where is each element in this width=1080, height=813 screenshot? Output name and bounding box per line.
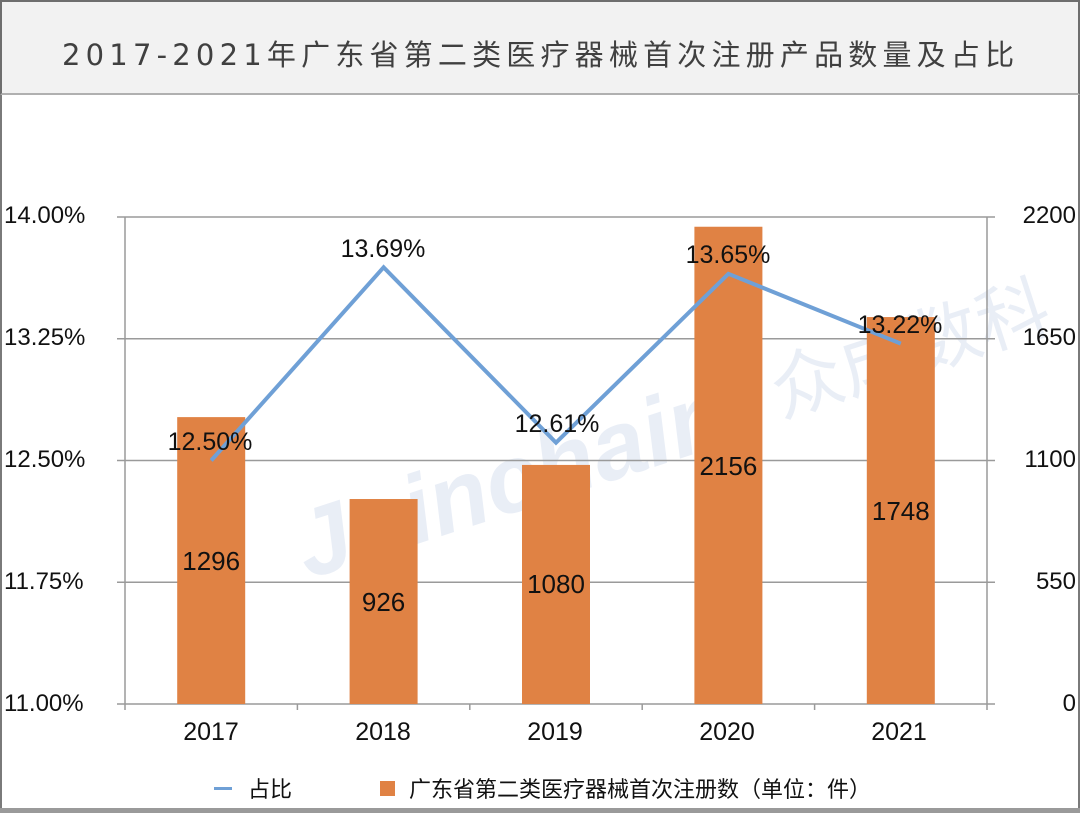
bar-2020 — [694, 226, 763, 705]
line-value-label: 12.50% — [168, 428, 253, 456]
left-axis-tick: 11.75% — [4, 568, 84, 595]
bar-value-label: 1080 — [527, 569, 585, 599]
x-axis-tick: 2017 — [183, 718, 239, 746]
bar-value-labels: 1296 926 1080 2156 1748 — [182, 451, 929, 617]
right-axis-tick: 1100 — [1024, 446, 1076, 473]
bar-value-label: 2156 — [699, 451, 757, 481]
bar-value-label: 1296 — [182, 546, 240, 576]
bar-series — [177, 226, 935, 705]
x-axis-tick: 2018 — [355, 718, 411, 746]
bar-2017 — [177, 417, 246, 704]
x-axis-tick: 2021 — [871, 718, 927, 746]
frame-left-border — [0, 95, 2, 813]
chart-legend: 占比 广东省第二类医疗器械首次注册数（单位：件） — [214, 770, 871, 806]
right-axis-tick: 2200 — [1022, 202, 1076, 229]
frame-bottom-border — [0, 808, 1080, 813]
bar-legend-swatch-icon — [380, 780, 396, 796]
left-axis-tick: 14.00% — [4, 202, 86, 229]
line-legend-swatch-icon — [214, 786, 232, 790]
left-axis-tick: 12.50% — [4, 446, 86, 473]
bar-2021 — [866, 317, 935, 704]
x-axis-tick: 2020 — [699, 718, 755, 746]
x-axis-tick: 2019 — [527, 718, 583, 746]
line-value-label: 13.69% — [341, 235, 426, 263]
frame-right-border — [1078, 95, 1080, 813]
bar-value-label: 1748 — [872, 496, 930, 526]
right-axis-tick: 1650 — [1022, 324, 1076, 351]
right-axis-tick: 0 — [1062, 690, 1076, 717]
line-value-label: 13.22% — [858, 311, 943, 339]
line-series — [209, 264, 902, 462]
left-axis-tick: 11.00% — [4, 690, 84, 717]
legend-line-label: 占比 — [248, 777, 293, 802]
line-value-label: 12.61% — [515, 410, 600, 438]
bar-2018 — [349, 499, 418, 704]
bar-value-label: 926 — [362, 587, 405, 617]
chart-title: 2017-2021年广东省第二类医疗器械首次注册产品数量及占比 — [62, 38, 1020, 72]
chart-title-bar: 2017-2021年广东省第二类医疗器械首次注册产品数量及占比 — [0, 0, 1080, 95]
legend-bar-label: 广东省第二类医疗器械首次注册数（单位：件） — [409, 777, 872, 802]
left-axis-tick: 13.25% — [4, 324, 86, 351]
line-value-labels: 12.50% 13.69% 12.61% 13.65% 13.22% — [168, 235, 943, 456]
bar-2019 — [522, 464, 590, 704]
line-value-label: 13.65% — [686, 241, 771, 269]
right-axis-tick: 550 — [1035, 568, 1076, 595]
